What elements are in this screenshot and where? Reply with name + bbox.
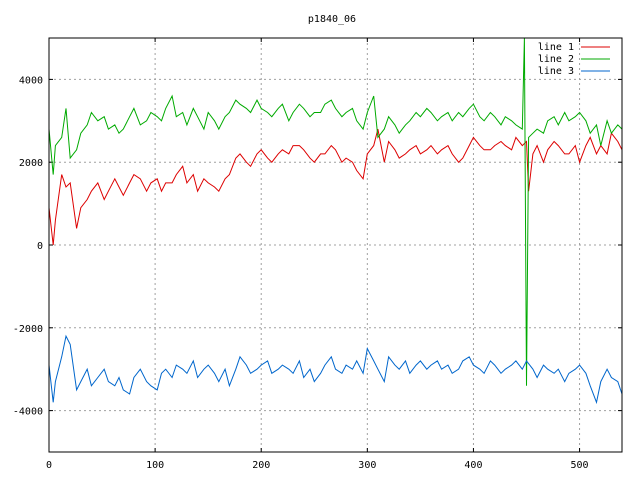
x-tick-label: 400	[464, 460, 482, 471]
legend-label-2: line 2	[538, 54, 574, 65]
axis-ticks: 0 100 200 300 400 500 -4000 -2000 0 2000 4000	[13, 38, 622, 471]
y-tick-label: 2000	[19, 158, 43, 169]
series-group	[49, 38, 622, 405]
series-line-3	[49, 334, 622, 405]
y-tick-label: -2000	[13, 324, 43, 335]
y-tick-label: 4000	[19, 75, 43, 86]
x-tick-label: 100	[146, 460, 164, 471]
plot-frame	[48, 37, 623, 453]
chart-title: p1840_06	[308, 14, 356, 25]
x-tick-label: 200	[252, 460, 270, 471]
y-tick-label: 0	[37, 241, 43, 252]
series-line-2	[49, 38, 622, 386]
y-tick-label: -4000	[13, 407, 43, 418]
legend-label-1: line 1	[538, 42, 574, 53]
grid	[49, 38, 622, 452]
x-tick-label: 0	[46, 460, 52, 471]
legend-label-3: line 3	[538, 66, 574, 77]
x-tick-label: 300	[358, 460, 376, 471]
x-tick-label: 500	[571, 460, 589, 471]
